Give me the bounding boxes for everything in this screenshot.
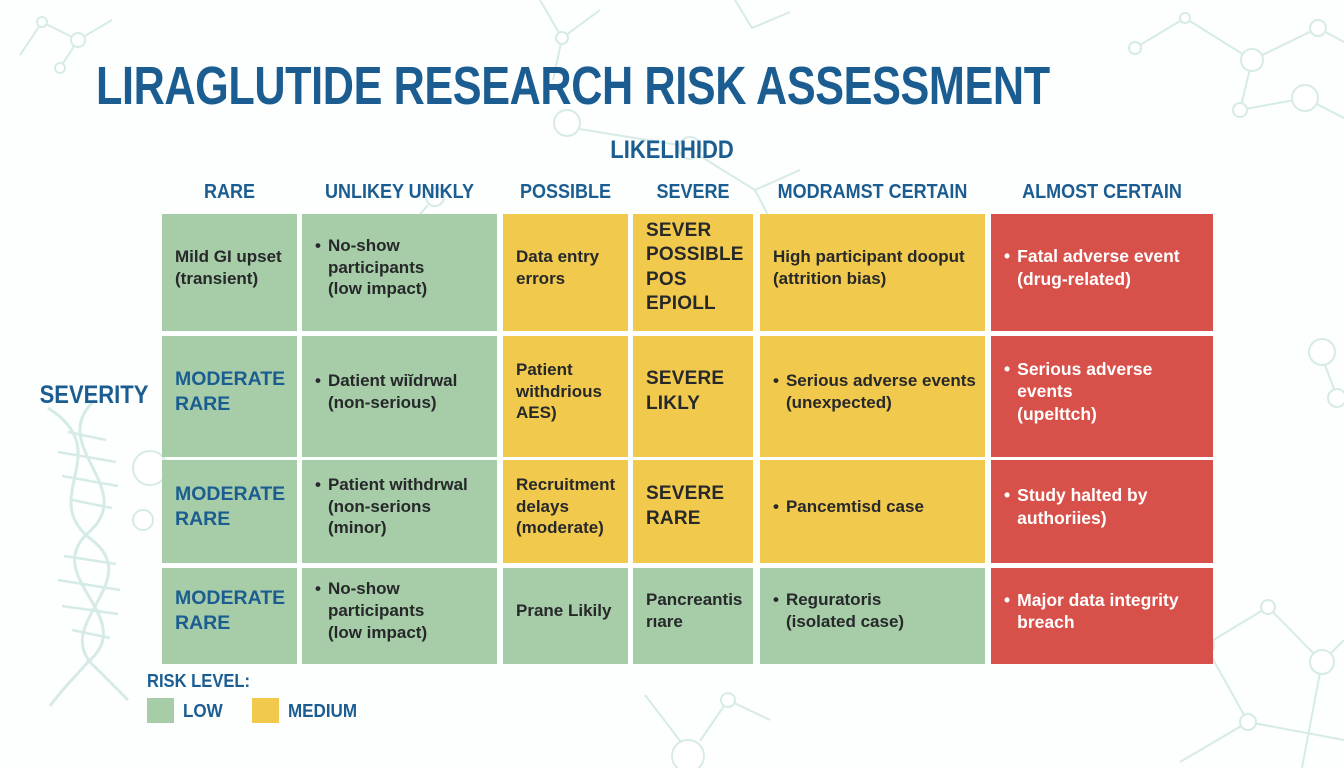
- bullet-marker: •: [315, 235, 321, 255]
- legend: LOW MEDIUM: [147, 698, 389, 723]
- bullet-marker: •: [1004, 246, 1011, 267]
- likelihood-axis-label: LIKELIHIDD: [610, 136, 734, 164]
- matrix-cell-r1-c3: Data entry errors: [503, 214, 628, 331]
- cell-text: No-show participants (low impact): [327, 579, 428, 642]
- cell-text: Datient wiĭdrwal (non-serious): [327, 370, 458, 412]
- cell-text: Serious adverse events (upelttch): [1017, 358, 1153, 424]
- matrix-cell-r2-c4: SEVERE LIKLY: [633, 336, 753, 457]
- matrix-cell-r3-c4: SEVERE RARE: [633, 460, 753, 563]
- cell-text: Pancreantis rıare: [646, 590, 743, 631]
- matrix-cell-r1-c1: Mild GI upset (transient): [162, 214, 297, 331]
- bullet-marker: •: [315, 474, 321, 494]
- matrix-cell-r4-c5: • Reguratoris (isolated case): [760, 568, 985, 664]
- severity-axis-label: SEVERITY: [39, 381, 149, 409]
- matrix-cell-r1-c5: High participant dooput (attrition bias): [760, 214, 985, 331]
- matrix-cell-r3-c6: • Study halted by authoriies): [991, 460, 1213, 563]
- matrix-cell-r2-c5: • Serious adverse events (unexpected): [760, 336, 985, 457]
- column-header-4: SEVERE: [656, 181, 730, 203]
- cell-text: Data entry errors: [516, 246, 600, 288]
- column-header-6: ALMOST CERTAIN: [1022, 181, 1182, 203]
- bullet-marker: •: [1004, 485, 1011, 506]
- matrix-cell-r1-c4: SEVER POSSIBLE POS EPIOLL: [633, 214, 753, 331]
- cell-text: No-show participants (low impact): [327, 235, 428, 299]
- cell-text: Mild GI upset (transient): [175, 246, 282, 288]
- column-header-1: RARE: [203, 181, 255, 203]
- bullet-marker: •: [773, 590, 779, 610]
- matrix-cell-r3-c1: MODERATE RARE: [162, 460, 297, 563]
- legend-label-low: LOW: [183, 699, 223, 721]
- matrix-cell-r1-c6: • Fatal adverse event (drug-related): [991, 214, 1213, 331]
- legend-swatch-low: [147, 698, 174, 723]
- matrix-cell-r4-c2: • No-show participants (low impact): [302, 568, 497, 664]
- matrix-cell-r3-c2: • Patient withdrwal (non-serions (minor): [302, 460, 497, 563]
- legend-item-low: LOW: [147, 698, 226, 723]
- cell-text: Prane Likily: [516, 601, 612, 621]
- cell-text: Fatal adverse event (drug-related): [1017, 246, 1180, 289]
- bullet-marker: •: [315, 579, 321, 599]
- cell-text: Patient withdrwal (non-serions (minor): [327, 474, 468, 538]
- cell-text: Patient withdrious AES): [516, 359, 602, 423]
- legend-label-medium: MEDIUM: [288, 699, 358, 721]
- cell-text: Reguratoris (isolated case): [785, 590, 905, 631]
- legend-swatch-medium: [252, 698, 280, 723]
- matrix-cell-r4-c1: MODERATE RARE: [162, 568, 297, 664]
- matrix-cell-r4-c3: Prane Likily: [503, 568, 628, 664]
- column-header-3: POSSIBLE: [519, 181, 612, 203]
- cell-text: High participant dooput (attrition bias): [773, 246, 965, 288]
- matrix-cell-r1-c2: • No-show participants (low impact): [302, 214, 497, 331]
- cell-text: SEVERE RARE: [646, 483, 725, 529]
- cell-text: Recruitment delays (moderate): [516, 474, 616, 538]
- cell-text: SEVER POSSIBLE POS EPIOLL: [646, 219, 744, 314]
- matrix-cell-r3-c5: • Pancemtisd case: [760, 460, 985, 563]
- page-title: LIRAGLUTIDE RESEARCH RISK ASSESSMENT: [96, 56, 1050, 116]
- matrix-cell-r2-c3: Patient withdrious AES): [503, 336, 628, 457]
- cell-text: Pancemtisd case: [785, 496, 924, 516]
- legend-item-medium: MEDIUM: [252, 698, 363, 723]
- cell-text: Serious adverse events (unexpected): [785, 370, 976, 412]
- cell-text: Major data integrity breach: [1017, 589, 1179, 632]
- cell-text: MODERATE RARE: [175, 367, 286, 415]
- cell-text: MODERATE RARE: [175, 587, 286, 634]
- cell-text: SEVERE LIKLY: [646, 368, 725, 414]
- matrix-cell-r4-c6: • Major data integrity breach: [991, 568, 1213, 664]
- matrix-cell-r2-c2: • Datient wiĭdrwal (non-serious): [302, 336, 497, 457]
- matrix-cell-r4-c4: Pancreantis rıare: [633, 568, 753, 664]
- bullet-marker: •: [1004, 358, 1011, 379]
- matrix-cell-r2-c6: • Serious adverse events (upelttch): [991, 336, 1213, 457]
- column-header-5: MODRAMST CERTAIN: [777, 181, 968, 203]
- bullet-marker: •: [1004, 589, 1011, 610]
- bullet-marker: •: [773, 370, 779, 390]
- legend-heading: RISK LEVEL:: [147, 671, 251, 691]
- matrix-cell-r3-c3: Recruitment delays (moderate): [503, 460, 628, 563]
- cell-text: MODERATE RARE: [175, 482, 286, 530]
- matrix-cell-r2-c1: MODERATE RARE: [162, 336, 297, 457]
- column-header-2: UNLIKEY UNIKLY: [324, 181, 475, 203]
- cell-text: Study halted by authoriies): [1017, 485, 1148, 528]
- bullet-marker: •: [773, 496, 779, 516]
- bullet-marker: •: [315, 370, 321, 390]
